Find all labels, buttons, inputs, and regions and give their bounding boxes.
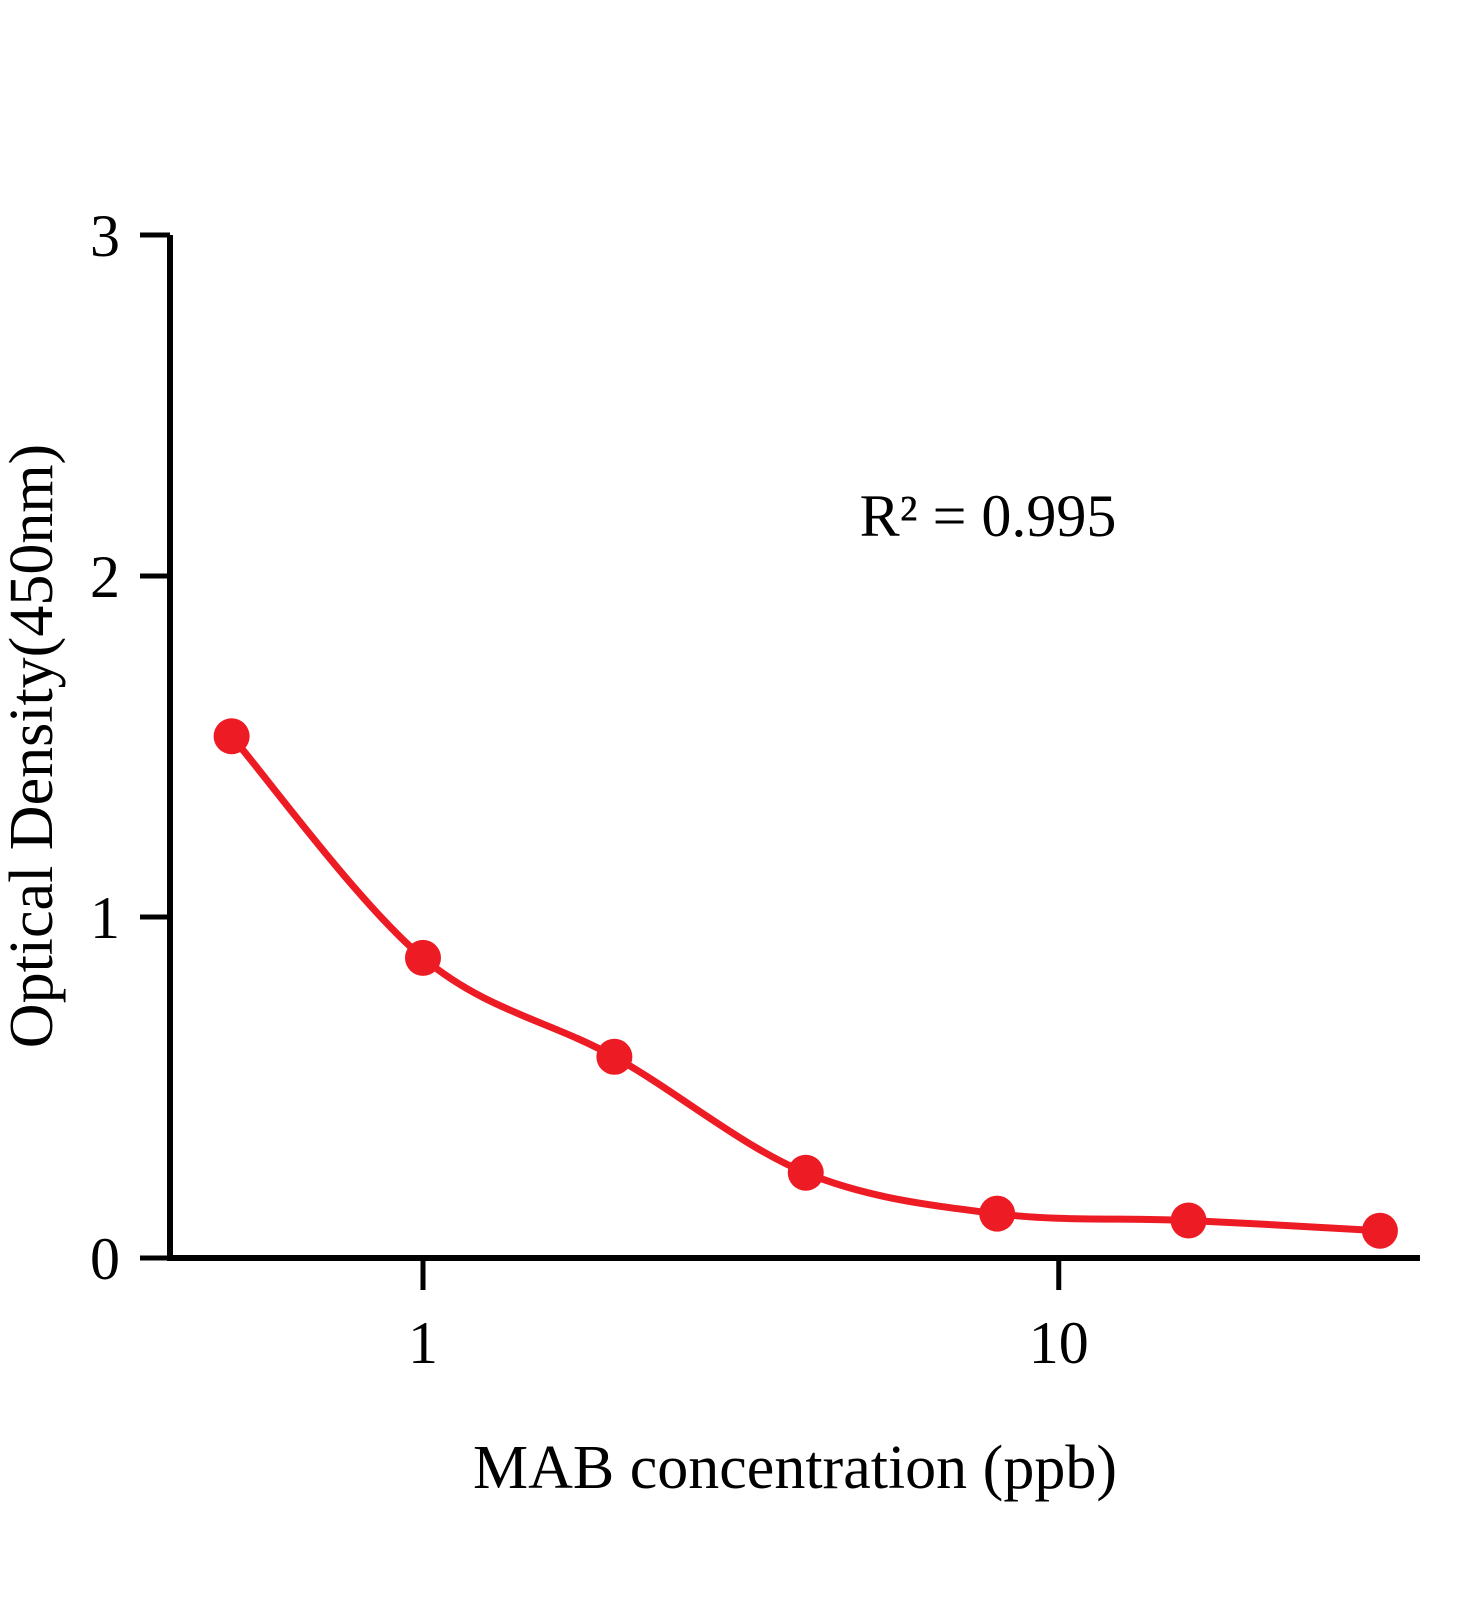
data-point	[787, 1154, 824, 1191]
data-point	[213, 718, 250, 755]
y-tick-label: 0	[90, 1226, 120, 1292]
x-axis-label: MAB concentration (ppb)	[473, 1434, 1117, 1502]
data-point	[1361, 1212, 1398, 1249]
x-tick-label: 10	[1029, 1310, 1089, 1376]
y-tick-label: 3	[90, 203, 120, 269]
data-point	[979, 1195, 1016, 1232]
data-point	[596, 1038, 633, 1075]
y-tick-label: 1	[90, 885, 120, 951]
y-tick-label: 2	[90, 544, 120, 610]
data-point	[404, 939, 441, 976]
data-point	[1170, 1202, 1207, 1239]
x-tick-label: 1	[408, 1310, 438, 1376]
y-axis-label: Optical Density(450nm)	[0, 444, 66, 1048]
r-squared-annotation: R² = 0.995	[860, 483, 1117, 549]
